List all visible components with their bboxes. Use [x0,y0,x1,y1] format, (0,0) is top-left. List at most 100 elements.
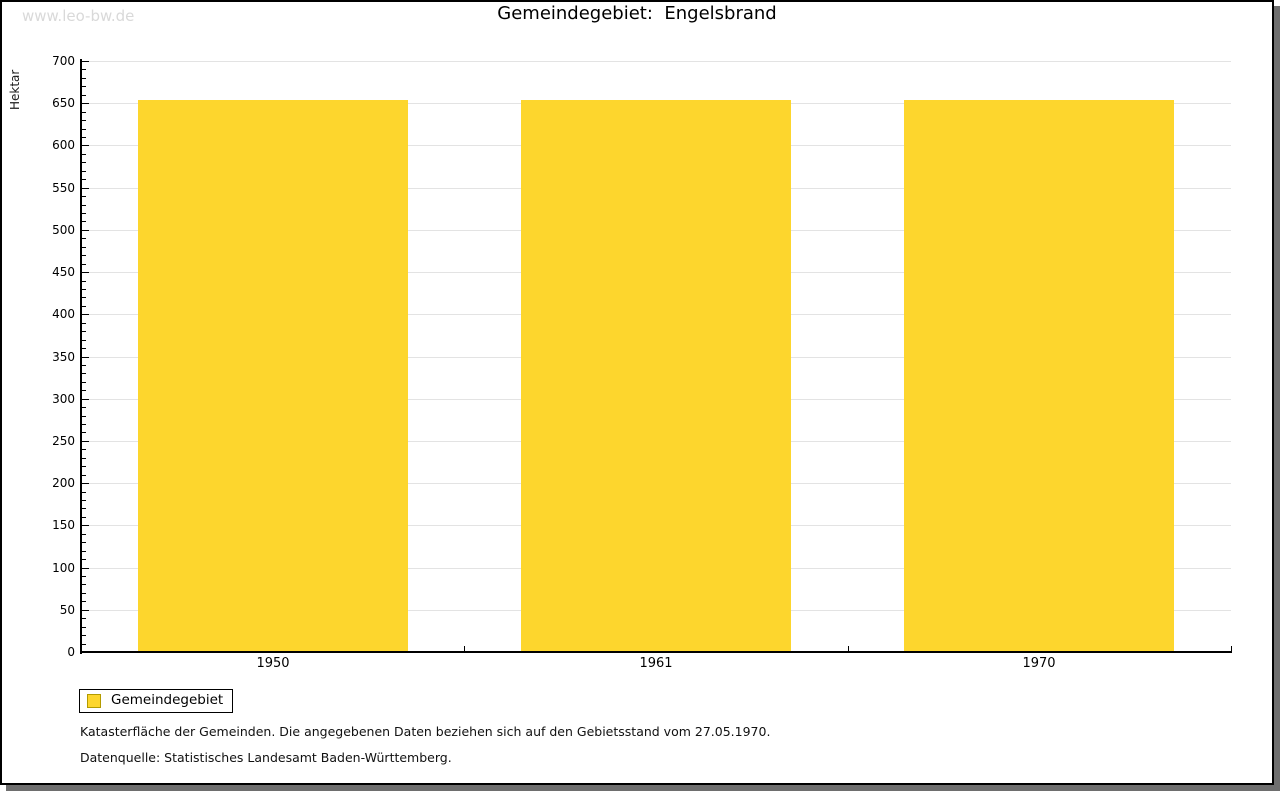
y-minor-tick [82,627,86,628]
y-major-tick [82,441,89,442]
y-major-tick [82,145,89,146]
y-minor-tick [82,264,86,265]
y-minor-tick [82,644,86,645]
y-tick-label: 200 [52,476,75,490]
y-tick-label: 450 [52,265,75,279]
y-tick-label: 650 [52,96,75,110]
y-minor-tick [82,137,86,138]
footnote-line-2: Datenquelle: Statistisches Landesamt Bad… [80,750,452,765]
x-category-label: 1961 [639,656,673,671]
footnote-line-1: Katasterfläche der Gemeinden. Die angege… [80,724,771,739]
y-major-tick [82,399,89,400]
y-minor-tick [82,154,86,155]
y-tick-label: 400 [52,307,75,321]
y-axis-line [80,59,82,654]
y-tick-label: 100 [52,561,75,575]
y-tick-label: 250 [52,434,75,448]
y-minor-tick [82,171,86,172]
y-tick-label: 150 [52,518,75,532]
x-boundary-tick [848,646,849,651]
y-minor-tick [82,323,86,324]
bar-1970 [904,100,1174,651]
legend: Gemeindegebiet [79,689,233,713]
y-minor-tick [82,340,86,341]
x-boundary-tick [1231,646,1232,651]
y-major-tick [82,483,89,484]
x-axis-line [80,651,1232,653]
bar-1961 [521,100,791,651]
y-minor-tick [82,373,86,374]
y-tick-label: 50 [59,603,75,617]
y-minor-tick [82,508,86,509]
y-minor-tick [82,517,86,518]
y-tick-label: 600 [52,138,75,152]
y-tick-label: 300 [52,392,75,406]
y-minor-tick [82,348,86,349]
y-major-tick [82,103,89,104]
y-major-tick [82,357,89,358]
y-minor-tick [82,559,86,560]
y-major-tick [82,610,89,611]
y-minor-tick [82,196,86,197]
y-minor-tick [82,458,86,459]
gridline [83,61,1231,62]
y-minor-tick [82,466,86,467]
y-minor-tick [82,407,86,408]
y-minor-tick [82,382,86,383]
y-minor-tick [82,86,86,87]
y-minor-tick [82,289,86,290]
y-minor-tick [82,297,86,298]
y-minor-tick [82,449,86,450]
y-minor-tick [82,306,86,307]
y-major-tick [82,314,89,315]
y-minor-tick [82,331,86,332]
x-boundary-tick [464,646,465,651]
y-minor-tick [82,542,86,543]
x-category-label: 1950 [256,656,290,671]
watermark: www.leo-bw.de [22,7,135,25]
y-major-tick [82,568,89,569]
y-minor-tick [82,576,86,577]
y-minor-tick [82,601,86,602]
y-minor-tick [82,432,86,433]
y-minor-tick [82,500,86,501]
y-major-tick [82,61,89,62]
y-major-tick [82,525,89,526]
legend-swatch [87,694,101,708]
y-minor-tick [82,129,86,130]
y-minor-tick [82,162,86,163]
y-minor-tick [82,475,86,476]
y-minor-tick [82,213,86,214]
x-category-label: 1970 [1022,656,1056,671]
y-minor-tick [82,247,86,248]
bar-1950 [138,100,408,651]
y-minor-tick [82,390,86,391]
y-major-tick [82,272,89,273]
y-minor-tick [82,120,86,121]
y-major-tick [82,188,89,189]
y-minor-tick [82,492,86,493]
y-tick-label: 350 [52,350,75,364]
y-minor-tick [82,69,86,70]
y-minor-tick [82,255,86,256]
y-tick-label: 500 [52,223,75,237]
chart-title: Gemeindegebiet: Engelsbrand [497,3,777,24]
y-minor-tick [82,221,86,222]
y-tick-label: 700 [52,54,75,68]
y-major-tick [82,230,89,231]
y-minor-tick [82,281,86,282]
y-minor-tick [82,179,86,180]
y-minor-tick [82,551,86,552]
y-minor-tick [82,593,86,594]
y-axis-title: Hektar [8,69,22,110]
y-minor-tick [82,534,86,535]
y-minor-tick [82,416,86,417]
y-tick-label: 550 [52,181,75,195]
legend-label: Gemeindegebiet [111,692,224,708]
y-minor-tick [82,205,86,206]
y-minor-tick [82,424,86,425]
y-minor-tick [82,238,86,239]
y-minor-tick [82,618,86,619]
